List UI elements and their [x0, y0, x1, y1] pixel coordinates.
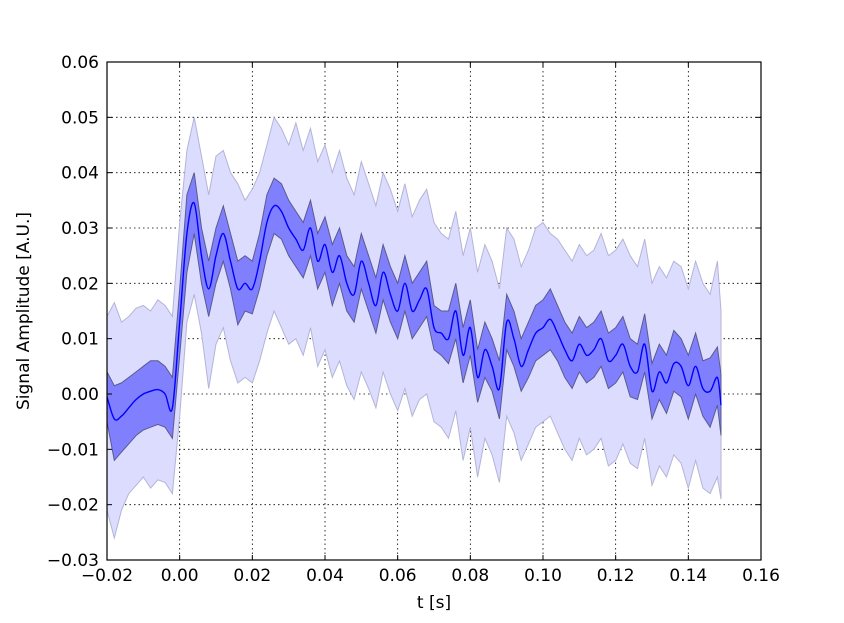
tick-labels: −0.02 0.00 0.02 0.04 0.06 0.08 0.10 0.12 0.14 0.1…: [47, 53, 780, 586]
y-tick-label: 0.03: [61, 219, 99, 239]
y-tick-label: −0.03: [47, 551, 99, 571]
y-tick-label: 0.05: [61, 108, 99, 128]
y-tick-label: 0.01: [61, 330, 99, 350]
x-tick-label: 0.12: [597, 566, 635, 586]
y-tick-label: −0.02: [47, 496, 99, 516]
x-tick-label: 0.08: [451, 566, 489, 586]
y-tick-label: −0.01: [47, 440, 99, 460]
tick-marks: [106, 61, 762, 561]
x-axis-label: t [s]: [417, 593, 451, 613]
y-axis-label: Signal Amplitude [A.U.]: [14, 212, 34, 410]
y-tick-label: 0.04: [61, 164, 99, 184]
x-tick-label: 0.00: [161, 566, 199, 586]
confidence-bands: [106, 116, 722, 540]
x-tick-label: 0.02: [233, 566, 271, 586]
plot-frame: [106, 61, 762, 561]
mean-line: [106, 201, 722, 421]
x-tick-label: 0.14: [669, 566, 707, 586]
y-tick-label: 0.00: [61, 385, 99, 405]
x-tick-label: 0.06: [379, 566, 417, 586]
mean-line-layer: [106, 201, 722, 421]
x-tick-label: −0.02: [81, 566, 133, 586]
x-tick-label: 0.04: [306, 566, 344, 586]
y-tick-label: 0.06: [61, 53, 99, 73]
inner-band: [106, 172, 722, 462]
x-tick-label: 0.10: [524, 566, 562, 586]
y-tick-label: 0.02: [61, 274, 99, 294]
x-tick-label: 0.16: [742, 566, 780, 586]
